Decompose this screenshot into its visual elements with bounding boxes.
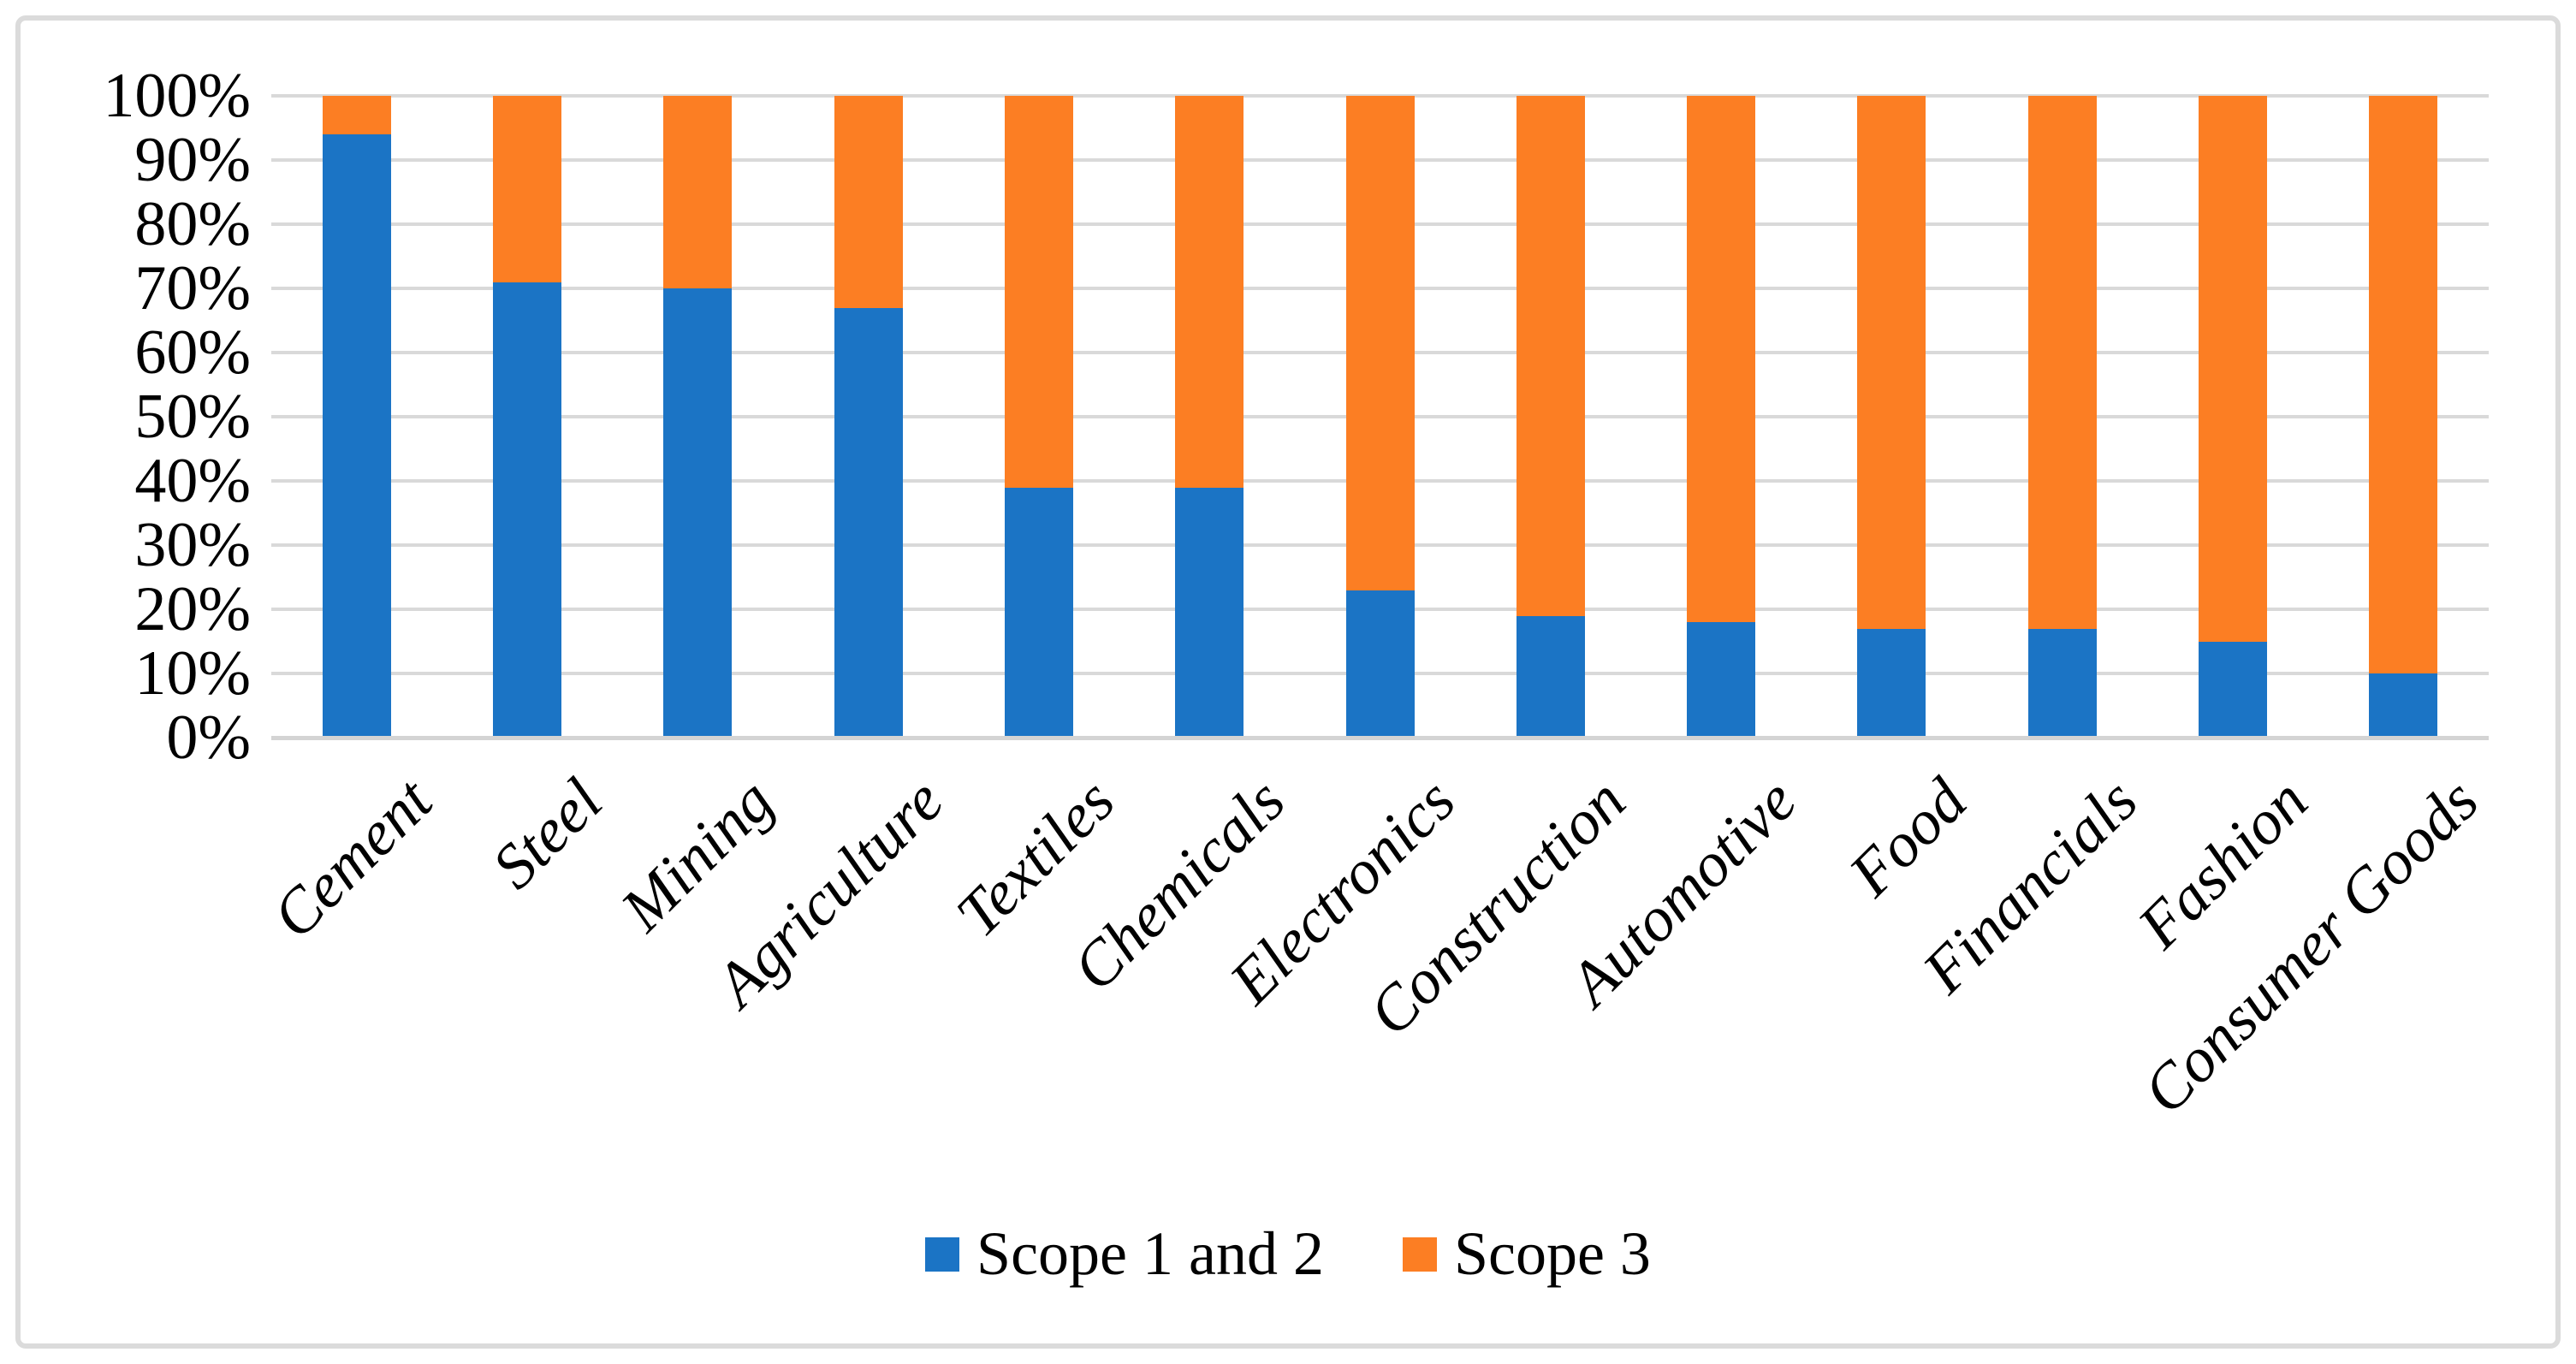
bar-cement [322, 96, 391, 738]
bar-electronics [1345, 96, 1415, 738]
scope-3-segment [1004, 96, 1073, 488]
bar-food [1857, 96, 1926, 738]
scope-3-segment [1687, 96, 1756, 622]
y-tick-label-0%: 0% [166, 703, 251, 773]
bar-textiles [1004, 96, 1073, 738]
scope-1-and-2-segment [663, 288, 733, 738]
legend-label-scope-1-and-2: Scope 1 and 2 [976, 1219, 1324, 1288]
scope-3-segment [1857, 96, 1926, 629]
bar-fashion [2199, 96, 2268, 738]
legend-swatch-scope-1-and-2 [925, 1236, 960, 1272]
y-tick-label-100%: 100% [103, 61, 251, 131]
scope-1-and-2-segment [1857, 628, 1926, 738]
scope-1-and-2-segment [322, 134, 391, 738]
plot-area [271, 94, 2489, 740]
legend-item-scope-1-and-2: Scope 1 and 2 [925, 1219, 1324, 1290]
legend-label-scope-3: Scope 3 [1453, 1219, 1651, 1288]
y-tick-label-50%: 50% [134, 382, 251, 452]
bar-mining [663, 96, 733, 738]
scope-3-segment [322, 96, 391, 134]
scope-3-segment [1175, 96, 1244, 488]
legend-swatch-scope-3 [1402, 1236, 1437, 1272]
bar-chemicals [1175, 96, 1244, 738]
y-tick-label-60%: 60% [134, 317, 251, 388]
scope-3-segment [1516, 96, 1585, 616]
x-axis-line [271, 736, 2489, 740]
bar-agriculture [834, 96, 903, 738]
y-tick-label-40%: 40% [134, 446, 251, 516]
bar-consumer-goods [2369, 96, 2438, 738]
scope-3-segment [2027, 96, 2097, 629]
legend-item-scope-3: Scope 3 [1402, 1219, 1651, 1290]
scope-1-and-2-segment [1516, 615, 1585, 738]
y-tick-label-90%: 90% [134, 125, 251, 195]
scope-1-and-2-segment [2199, 641, 2268, 738]
scope-1-and-2-segment [1175, 487, 1244, 738]
bar-financials [2027, 96, 2097, 738]
scope-1-and-2-segment [834, 307, 903, 738]
scope-3-segment [2199, 96, 2268, 642]
y-tick-label-20%: 20% [134, 574, 251, 644]
y-tick-label-10%: 10% [134, 638, 251, 709]
scope-3-segment [2369, 96, 2438, 673]
y-tick-label-80%: 80% [134, 189, 251, 259]
x-category-label-steel: Steel [478, 765, 616, 903]
y-tick-label-30%: 30% [134, 510, 251, 580]
bar-steel [492, 96, 561, 738]
scope-1-and-2-segment [1687, 622, 1756, 738]
x-category-label-food: Food [1836, 765, 1981, 910]
scope-3-segment [663, 96, 733, 288]
scope-3-segment [492, 96, 561, 282]
scope-3-segment [1345, 96, 1415, 590]
scope-1-and-2-segment [1345, 590, 1415, 738]
x-category-label-cement: Cement [258, 765, 446, 952]
scope-1-and-2-segment [1004, 487, 1073, 738]
bar-construction [1516, 96, 1585, 738]
y-tick-label-70%: 70% [134, 253, 251, 323]
scope-1-and-2-segment [492, 282, 561, 738]
legend: Scope 1 and 2 Scope 3 [0, 1219, 2576, 1290]
bar-automotive [1687, 96, 1756, 738]
scope-3-segment [834, 96, 903, 308]
scope-1-and-2-segment [2369, 673, 2438, 738]
scope-1-and-2-segment [2027, 628, 2097, 738]
